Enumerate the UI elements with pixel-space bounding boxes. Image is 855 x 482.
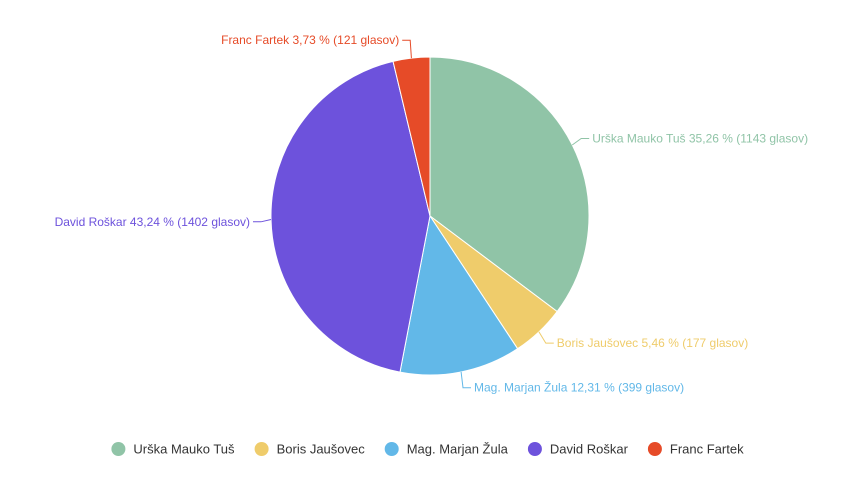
slice-label-david-roskar: David Roškar 43,24 % (1402 glasov) <box>55 215 250 229</box>
legend-label-boris-jausovec: Boris Jaušovec <box>277 442 366 457</box>
legend-marker-david-roskar <box>527 442 542 456</box>
slice-label-franc-fartek: Franc Fartek 3,73 % (121 glasov) <box>221 33 399 47</box>
legend-marker-franc-fartek <box>647 442 662 456</box>
leader-line-urska-mauko-tus <box>571 138 590 146</box>
legend-item-urska-mauko-tus[interactable]: Urška Mauko Tuš <box>111 442 235 457</box>
slice-labels: Urška Mauko Tuš 35,26 % (1143 glasov) Bor… <box>55 33 809 395</box>
leader-line-boris-jausovec <box>538 331 554 344</box>
leader-line-franc-fartek <box>402 39 412 59</box>
legend-label-urska-mauko-tus: Urška Mauko Tuš <box>133 442 235 457</box>
slice-label-mag-marjan-zula: Mag. Marjan Žula 12,31 % (399 glasov) <box>474 380 684 395</box>
pie-slice-david-roskar[interactable] <box>270 60 431 373</box>
legend-marker-boris-jausovec <box>254 442 269 456</box>
legend: Urška Mauko Tuš Boris Jaušovec Mag. Marjan… <box>111 442 744 457</box>
legend-label-mag-marjan-zula: Mag. Marjan Žula <box>407 442 509 457</box>
slice-label-urska-mauko-tus: Urška Mauko Tuš 35,26 % (1143 glasov) <box>592 132 808 146</box>
legend-label-david-roskar: David Roškar <box>550 442 629 457</box>
leader-line-david-roskar <box>253 219 272 223</box>
legend-item-david-roskar[interactable]: David Roškar <box>527 442 629 457</box>
slice-leader-lines <box>253 39 590 389</box>
legend-marker-urska-mauko-tus <box>111 442 126 456</box>
legend-item-boris-jausovec[interactable]: Boris Jaušovec <box>254 442 366 457</box>
legend-item-franc-fartek[interactable]: Franc Fartek <box>647 442 744 457</box>
legend-label-franc-fartek: Franc Fartek <box>670 442 744 457</box>
slice-label-boris-jausovec: Boris Jaušovec 5,46 % (177 glasov) <box>557 336 748 350</box>
legend-marker-mag-marjan-zula <box>384 442 399 456</box>
pie-slices <box>270 56 590 376</box>
legend-item-mag-marjan-zula[interactable]: Mag. Marjan Žula <box>384 442 509 457</box>
leader-line-mag-marjan-zula <box>460 371 471 389</box>
